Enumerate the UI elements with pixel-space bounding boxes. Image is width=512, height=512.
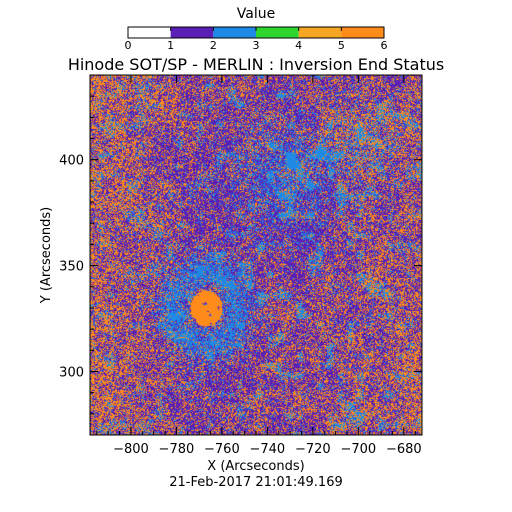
colorbar-title: Value [237,6,275,22]
colorbar-swatch [298,27,342,38]
plot-area [89,74,423,436]
colorbar-swatch [170,27,214,38]
timestamp: 21-Feb-2017 21:01:49.169 [169,475,343,490]
colorbar-tick-label: 3 [253,39,260,52]
x-tick-label: −740 [250,442,286,457]
x-axis-label: X (Arcseconds) [207,459,304,474]
y-axis: 300 350 400 [59,74,422,436]
x-tick-label: −760 [204,442,240,457]
colorbar-swatch [341,27,384,38]
colorbar-swatch [256,27,299,38]
colorbar-tick-label: 1 [167,39,174,52]
colorbar-tick-label: 4 [295,39,302,52]
y-tick-label: 400 [59,154,84,169]
y-tick-label: 300 [59,365,84,380]
chart-title: Hinode SOT/SP - MERLIN : Inversion End S… [68,55,444,74]
x-axis: −800 −780 −760 −740 −720 −700 −680 [96,75,422,457]
x-tick-label: −780 [159,442,195,457]
colorbar-swatches [128,27,384,38]
colorbar-tick-label: 2 [210,39,217,52]
colorbar-tick-label: 5 [338,39,345,52]
colorbar: Value 0 1 2 3 4 5 6 [125,6,388,52]
colorbar-tick-label: 0 [125,39,132,52]
heatmap-image [90,75,422,435]
x-tick-label: −700 [340,442,376,457]
colorbar-tick-labels: 0 1 2 3 4 5 6 [125,27,388,52]
colorbar-swatch [128,27,171,38]
y-axis-label: Y (Arcseconds) [39,207,54,304]
x-tick-label: −720 [295,442,331,457]
colorbar-tick-label: 6 [381,39,388,52]
y-tick-label: 350 [59,260,84,275]
x-tick-label: −800 [113,442,149,457]
colorbar-swatch [213,27,256,38]
x-tick-label: −680 [386,442,422,457]
